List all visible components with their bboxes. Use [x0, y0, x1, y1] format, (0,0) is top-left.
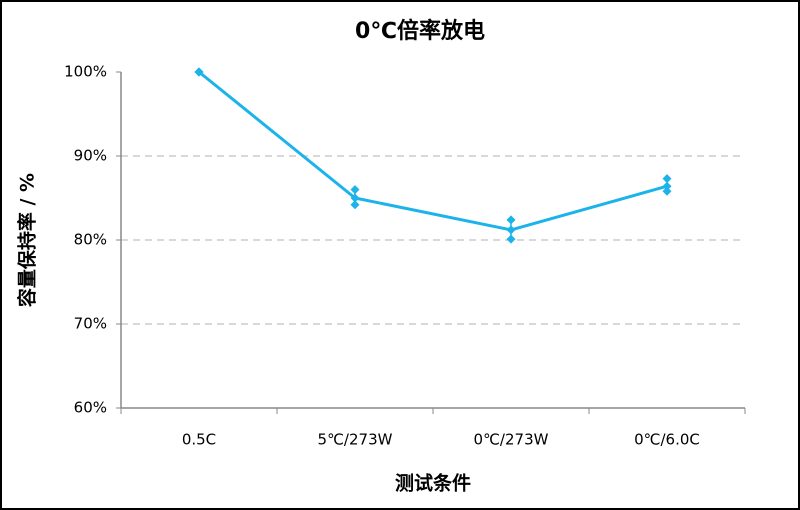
y-axis-label: 容量保持率 / %: [16, 173, 39, 307]
high-marker: [350, 185, 360, 195]
point: [662, 181, 672, 191]
x-tick-label: 0.5C: [182, 431, 216, 449]
point: [350, 193, 360, 203]
x-tick-label: 5℃/273W: [318, 431, 393, 449]
y-tick-label: 90%: [74, 147, 107, 165]
high-marker: [506, 215, 516, 225]
chart-title: 0℃倍率放电: [355, 18, 485, 44]
x-tick-label: 0℃/273W: [474, 431, 549, 449]
y-tick-label: 60%: [74, 399, 107, 417]
point: [506, 225, 516, 235]
low-marker: [350, 200, 360, 210]
x-tick-label: 0℃/6.0C: [634, 431, 700, 449]
x-axis-label: 测试条件: [395, 472, 471, 495]
low-marker: [662, 186, 672, 196]
low-marker: [506, 234, 516, 244]
y-tick-label: 100%: [64, 63, 107, 81]
y-tick-label: 70%: [74, 315, 107, 333]
point: [194, 67, 204, 77]
y-tick-label: 80%: [74, 231, 107, 249]
line: [198, 70, 668, 232]
high-marker: [662, 174, 672, 184]
